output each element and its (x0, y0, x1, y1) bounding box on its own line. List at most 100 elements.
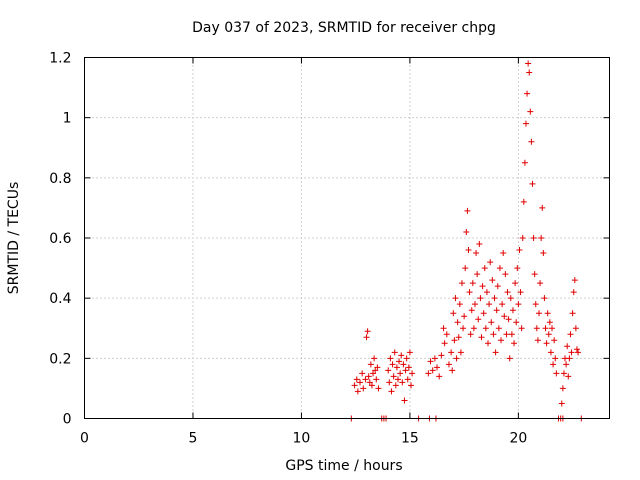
data-point (448, 349, 455, 356)
y-tick-label: 0.8 (49, 171, 71, 187)
data-point (532, 301, 539, 308)
data-point (385, 367, 392, 374)
data-point (485, 340, 492, 347)
data-point (533, 325, 540, 332)
chart-title: Day 037 of 2023, SRMTID for receiver chp… (192, 20, 496, 36)
data-point (535, 310, 542, 317)
data-point (434, 364, 441, 371)
data-point (482, 325, 489, 332)
data-point (490, 331, 497, 338)
data-point (471, 301, 478, 308)
data-point (362, 376, 369, 383)
data-point (527, 108, 534, 115)
data-point (370, 370, 377, 377)
data-point (450, 310, 457, 317)
data-point (462, 265, 469, 272)
data-point (567, 331, 574, 338)
data-point (526, 69, 533, 76)
data-point (541, 295, 548, 302)
data-point (486, 301, 493, 308)
x-tick-label: 20 (509, 431, 527, 447)
data-point (468, 307, 475, 314)
data-point (375, 385, 382, 392)
data-point (354, 388, 361, 395)
x-axis-label: GPS time / hours (285, 458, 402, 474)
data-point (431, 355, 438, 362)
plot-frame (84, 57, 610, 419)
data-point (531, 271, 538, 278)
data-point (499, 301, 506, 308)
data-point (511, 340, 518, 347)
data-point (559, 385, 566, 392)
data-point (469, 280, 476, 287)
data-point (513, 319, 520, 326)
data-point (456, 301, 463, 308)
data-point (440, 325, 447, 332)
data-point (475, 316, 482, 323)
data-point (386, 379, 393, 386)
data-point (558, 400, 565, 407)
x-tick-label: 0 (80, 431, 89, 447)
data-point (397, 370, 404, 377)
data-point (425, 370, 432, 377)
data-point (436, 373, 443, 380)
data-point (451, 337, 458, 344)
data-point (452, 295, 459, 302)
data-point (488, 319, 495, 326)
data-point (502, 271, 509, 278)
data-point (364, 328, 371, 335)
data-point (454, 319, 461, 326)
data-point (455, 334, 462, 341)
data-point (549, 325, 556, 332)
data-point (470, 325, 477, 332)
data-point (566, 355, 573, 362)
data-point (498, 337, 505, 344)
data-point (481, 265, 488, 272)
data-point (407, 382, 414, 389)
data-point (479, 283, 486, 290)
y-tick-label: 0.6 (49, 231, 71, 247)
data-point (467, 331, 474, 338)
data-point (547, 349, 554, 356)
data-point (530, 235, 537, 241)
data-point (546, 319, 553, 326)
data-point (519, 235, 526, 241)
data-point (565, 373, 572, 380)
data-point (522, 120, 529, 127)
data-point (496, 265, 503, 272)
data-point (409, 370, 416, 377)
data-point (353, 376, 360, 383)
data-point (506, 355, 513, 362)
data-point (373, 376, 380, 383)
y-tick-label: 1.2 (49, 51, 71, 67)
data-point (429, 367, 436, 374)
data-point (478, 334, 485, 341)
data-point (453, 355, 460, 362)
data-point (402, 367, 409, 374)
data-point (500, 250, 507, 257)
data-point (366, 379, 373, 386)
data-point (480, 310, 487, 317)
data-point (365, 373, 372, 380)
data-point (388, 388, 395, 395)
data-point (393, 364, 400, 371)
data-point (568, 349, 575, 356)
data-point (542, 325, 549, 332)
data-point (504, 289, 511, 296)
data-point (374, 364, 381, 371)
data-point (553, 370, 560, 377)
data-point (515, 301, 522, 308)
data-point (360, 385, 367, 392)
data-point (537, 280, 544, 287)
data-point (474, 271, 481, 278)
data-point (503, 331, 510, 338)
y-tick-label: 0 (63, 412, 72, 428)
data-point (543, 340, 550, 347)
data-point (404, 376, 411, 383)
data-point (464, 207, 471, 214)
data-point (403, 355, 410, 362)
data-point (392, 382, 399, 389)
data-point (524, 90, 531, 97)
data-point (570, 289, 577, 296)
x-tick-label: 5 (189, 431, 198, 447)
